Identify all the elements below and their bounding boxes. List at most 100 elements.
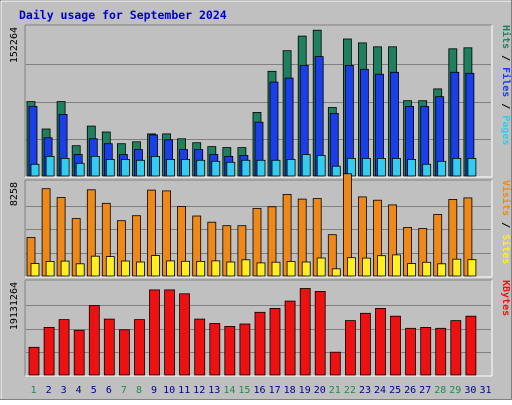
bar-kbytes-day-3 (58, 319, 70, 376)
day-label-30: 30 (464, 385, 476, 396)
axis-label-hits: Hits (500, 25, 512, 49)
bar-sites-day-15 (241, 259, 251, 277)
bar-pages-day-17 (271, 159, 281, 177)
bar-pages-day-24 (377, 157, 386, 177)
panel-middle: 8258 Visits / Sites (9, 173, 512, 278)
bar-kbytes-day-19 (299, 288, 311, 376)
bar-kbytes-day-6 (103, 318, 115, 376)
bar-sites-day-16 (256, 262, 266, 277)
axis-label-separator: / (500, 97, 511, 115)
bar-sites-day-22 (346, 257, 356, 277)
series-sites (30, 254, 477, 277)
day-label-14: 14 (223, 385, 235, 396)
bar-pages-day-3 (60, 157, 70, 177)
bar-pages-day-28 (437, 160, 447, 177)
bar-kbytes-day-7 (119, 329, 130, 376)
day-label-22: 22 (344, 385, 356, 396)
bar-pages-day-9 (151, 155, 160, 177)
max-label-middle: 8258 (9, 182, 20, 206)
bar-kbytes-day-9 (149, 289, 160, 376)
day-label-13: 13 (208, 385, 220, 396)
bar-pages-day-23 (361, 157, 371, 177)
day-label-3: 3 (61, 385, 67, 396)
day-label-21: 21 (329, 385, 341, 396)
day-label-28: 28 (434, 385, 446, 396)
series-pages (30, 154, 477, 177)
day-label-17: 17 (269, 385, 281, 396)
bar-kbytes-day-27 (420, 326, 432, 376)
bar-kbytes-day-17 (269, 307, 281, 376)
bar-pages-day-15 (241, 159, 251, 177)
bar-pages-day-18 (286, 158, 296, 177)
chart-title: Daily usage for September 2024 (19, 8, 227, 22)
day-label-24: 24 (374, 385, 386, 396)
axis-label-visits: Visits (500, 180, 512, 216)
day-label-9: 9 (151, 385, 157, 396)
day-label-18: 18 (284, 385, 296, 396)
bar-sites-day-10 (166, 260, 176, 277)
day-label-23: 23 (359, 385, 371, 396)
max-label-top: 152264 (9, 27, 20, 63)
bar-sites-day-6 (105, 256, 115, 277)
bar-sites-day-21 (331, 268, 341, 277)
bar-sites-day-26 (407, 263, 417, 277)
day-label-20: 20 (314, 385, 326, 396)
day-label-5: 5 (91, 385, 97, 396)
bar-kbytes-day-21 (329, 351, 341, 376)
bar-pages-day-2 (45, 155, 55, 177)
axis-label-kbytes: KBytes (500, 280, 511, 316)
day-label-12: 12 (193, 385, 205, 396)
day-label-6: 6 (106, 385, 112, 396)
bar-pages-day-19 (301, 154, 311, 177)
bar-sites-day-7 (121, 260, 130, 277)
bar-kbytes-day-28 (435, 327, 447, 376)
bar-kbytes-day-1 (28, 346, 40, 376)
bar-kbytes-day-11 (179, 293, 191, 376)
bar-kbytes-day-5 (88, 305, 100, 376)
bar-pages-day-27 (422, 163, 432, 177)
bar-kbytes-day-22 (344, 320, 356, 376)
day-label-4: 4 (76, 385, 82, 396)
bar-pages-day-14 (226, 161, 236, 177)
bar-kbytes-day-14 (224, 325, 236, 376)
bar-pages-day-7 (121, 158, 130, 177)
bar-kbytes-day-24 (375, 307, 386, 376)
panel-bottom: 19131264 KBytes (9, 279, 511, 377)
bar-sites-day-25 (392, 254, 401, 277)
bar-sites-day-1 (30, 263, 40, 277)
day-label-31: 31 (479, 385, 491, 396)
axis-label-pages: Pages (500, 115, 511, 145)
bar-sites-day-9 (151, 255, 160, 277)
bar-pages-day-12 (196, 159, 206, 177)
day-label-26: 26 (404, 385, 416, 396)
day-label-2: 2 (46, 385, 52, 396)
bar-kbytes-day-30 (465, 315, 477, 376)
max-label-bottom: 19131264 (9, 282, 20, 330)
bar-sites-day-14 (226, 261, 236, 277)
bar-kbytes-day-15 (239, 323, 251, 376)
bar-sites-day-5 (90, 255, 100, 277)
day-label-8: 8 (136, 385, 142, 396)
bar-sites-day-2 (45, 260, 55, 277)
bar-pages-day-5 (90, 155, 100, 177)
panels-layer: 152264 Hits / Files / Pages 8258 Visits / S… (9, 24, 512, 377)
axis-label-separator: / (500, 216, 511, 234)
bar-pages-day-1 (30, 163, 40, 177)
bar-pages-day-10 (166, 158, 176, 177)
bar-sites-day-18 (286, 261, 296, 277)
bar-sites-day-28 (437, 263, 447, 277)
axis-label-bottom: KBytes (500, 280, 511, 316)
bar-pages-day-29 (452, 157, 462, 177)
bar-kbytes-day-23 (359, 312, 371, 376)
day-label-16: 16 (253, 385, 265, 396)
bar-pages-day-8 (136, 159, 145, 177)
bar-pages-day-30 (467, 157, 477, 177)
bar-kbytes-day-2 (43, 326, 55, 376)
bar-pages-day-25 (392, 157, 401, 177)
bar-kbytes-day-10 (164, 289, 176, 376)
bar-kbytes-day-16 (254, 311, 266, 376)
bar-sites-day-20 (316, 257, 326, 277)
bar-sites-day-17 (271, 261, 281, 277)
